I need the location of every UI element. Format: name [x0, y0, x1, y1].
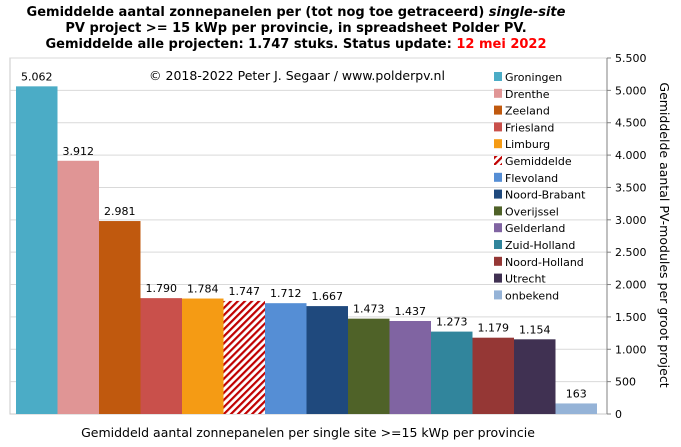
bar-gelderland	[389, 320, 431, 414]
legend-label: Zuid-Holland	[505, 239, 575, 252]
bar-value-label: 1.790	[146, 282, 178, 295]
bar-noord-brabant	[306, 306, 348, 414]
bar-value-label: 1.473	[353, 303, 385, 316]
legend-swatch	[494, 189, 502, 199]
bar-value-label: 1.154	[519, 323, 551, 336]
legend-swatch	[494, 172, 502, 182]
legend-swatch	[494, 156, 502, 165]
legend-label: Gemiddelde	[505, 155, 572, 168]
chart-title-line2: PV project >= 15 kWp per provincie, in s…	[65, 21, 526, 36]
legend-swatch	[494, 122, 502, 132]
y-tick-label: 3.500	[615, 181, 647, 194]
bar-flevoland	[265, 303, 307, 414]
legend-label: Noord-Holland	[505, 256, 584, 269]
y-tick-label: 4.500	[615, 117, 647, 130]
bar-value-label: 1.747	[229, 285, 261, 298]
legend-swatch	[494, 206, 502, 216]
bar-value-label: 2.981	[104, 205, 136, 218]
y-tick-label: 4.000	[615, 149, 647, 162]
chart-title-line1: Gemiddelde aantal zonnepanelen per (tot …	[27, 5, 566, 20]
legend-label: onbekend	[505, 289, 559, 302]
bar-zuid-holland	[431, 331, 473, 414]
bar-groningen	[16, 86, 58, 414]
legend-label: Overijssel	[505, 205, 559, 218]
legend-swatch	[494, 105, 502, 115]
legend-swatch	[494, 139, 502, 149]
bar-value-label: 1.437	[395, 305, 427, 318]
bar-value-label: 1.273	[436, 316, 468, 329]
legend-label: Flevoland	[505, 172, 558, 185]
legend-swatch	[494, 273, 502, 283]
bar-noord-holland	[472, 337, 514, 414]
legend-label: Limburg	[505, 138, 550, 151]
bar-labels: 5.062 3.912 2.981 1.790 1.784 1.747 1.712 1.667…	[21, 70, 587, 400]
bar-value-label: 5.062	[21, 70, 53, 83]
bar-value-label: 1.667	[312, 290, 344, 303]
bar-value-label: 163	[566, 387, 587, 400]
y-tick-label: 2.000	[615, 279, 647, 292]
x-axis-title: Gemiddeld aantal zonnepanelen per single…	[81, 425, 535, 440]
copyright-annotation: © 2018-2022 Peter J. Segaar / www.polder…	[149, 68, 445, 83]
y-tick-label: 1.500	[615, 311, 647, 324]
legend-label: Friesland	[505, 121, 554, 134]
legend-label: Drenthe	[505, 88, 550, 101]
legend-swatch	[494, 240, 502, 249]
bar-friesland	[140, 298, 182, 414]
bar-utrecht	[514, 339, 556, 414]
legend-swatch	[494, 72, 502, 81]
y-tick-label: 2.500	[615, 246, 647, 259]
legend-label: Noord-Brabant	[505, 189, 586, 202]
y-tick-label: 5.500	[615, 52, 647, 65]
bar-value-label: 1.784	[187, 283, 219, 296]
bars	[16, 86, 597, 414]
y-tick-label: 500	[615, 376, 636, 389]
bar-limburg	[182, 298, 224, 414]
bar-gemiddelde	[223, 300, 265, 414]
legend: Groningen Drenthe Zeeland Friesland Limburg G…	[494, 71, 586, 302]
y-tick-label: 0	[615, 408, 622, 421]
bar-value-label: 3.912	[63, 145, 95, 158]
y-tick-label: 3.000	[615, 214, 647, 227]
bar-onbekend	[555, 403, 597, 414]
bar-value-label: 1.712	[270, 287, 302, 300]
legend-swatch	[494, 256, 502, 266]
legend-label: Zeeland	[505, 105, 550, 118]
y-tick-label: 1.000	[615, 343, 647, 356]
legend-swatch	[494, 223, 502, 233]
legend-label: Utrecht	[505, 273, 546, 286]
y-tick-label: 5.000	[615, 84, 647, 97]
legend-label: Gelderland	[505, 222, 565, 235]
bar-drenthe	[57, 160, 99, 414]
chart-title-line3: Gemiddelde alle projecten: 1.747 stuks. …	[45, 37, 546, 52]
y-axis-title: Gemiddelde aantal PV-modules per groot p…	[657, 82, 672, 387]
legend-swatch	[494, 88, 502, 98]
legend-label: Groningen	[505, 71, 562, 84]
bar-overijssel	[348, 318, 390, 414]
y-axis-ticks: 0 500 1.000 1.500 2.000 2.500 3.000 3.500 4.000 4…	[607, 52, 647, 421]
bar-value-label: 1.179	[478, 322, 510, 335]
bar-zeeland	[99, 221, 141, 414]
legend-swatch	[494, 290, 502, 300]
